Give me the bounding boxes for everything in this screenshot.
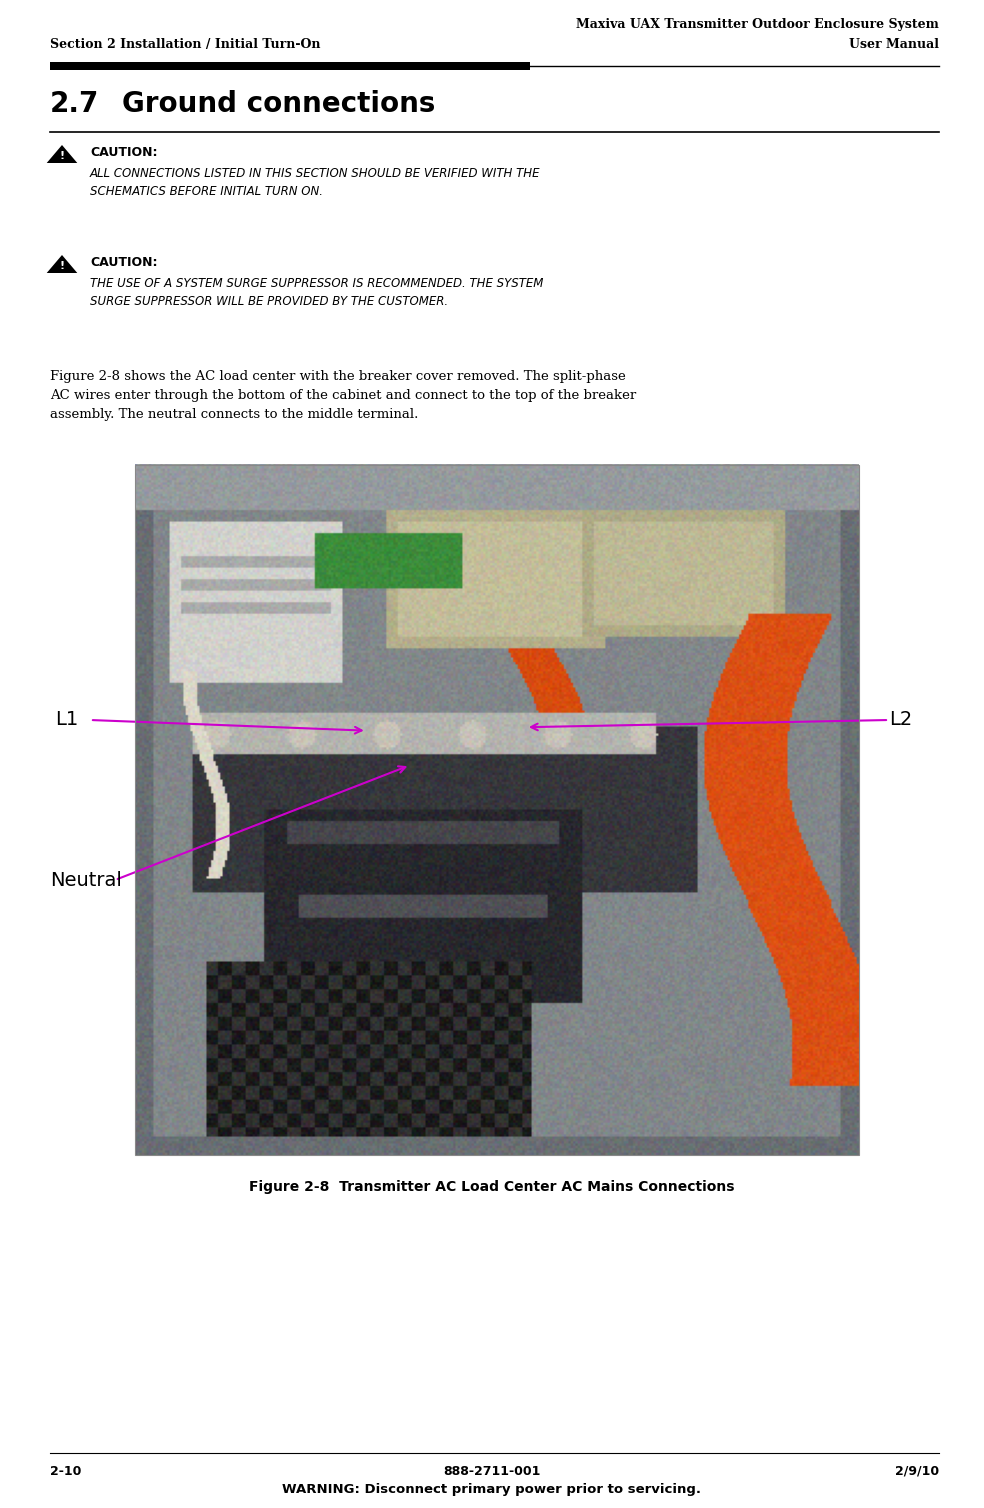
Text: THE USE OF A SYSTEM SURGE SUPPRESSOR IS RECOMMENDED. THE SYSTEM
SURGE SUPPRESSOR: THE USE OF A SYSTEM SURGE SUPPRESSOR IS … <box>90 277 543 308</box>
Bar <box>50 62 530 69</box>
Text: Neutral: Neutral <box>50 870 122 890</box>
Polygon shape <box>46 255 78 273</box>
Bar <box>135 464 859 1155</box>
Text: WARNING: Disconnect primary power prior to servicing.: WARNING: Disconnect primary power prior … <box>282 1482 702 1496</box>
Text: 2/9/10: 2/9/10 <box>894 1464 939 1478</box>
Text: User Manual: User Manual <box>849 38 939 51</box>
Polygon shape <box>46 145 78 163</box>
Text: 2.7: 2.7 <box>50 90 99 118</box>
Text: 888-2711-001: 888-2711-001 <box>444 1464 540 1478</box>
Text: Figure 2-8 shows the AC load center with the breaker cover removed. The split-ph: Figure 2-8 shows the AC load center with… <box>50 369 637 421</box>
Text: ALL CONNECTIONS LISTED IN THIS SECTION SHOULD BE VERIFIED WITH THE
SCHEMATICS BE: ALL CONNECTIONS LISTED IN THIS SECTION S… <box>90 167 540 198</box>
Text: Figure 2-8  Transmitter AC Load Center AC Mains Connections: Figure 2-8 Transmitter AC Load Center AC… <box>249 1179 735 1194</box>
Text: L2: L2 <box>889 710 912 730</box>
Text: L1: L1 <box>55 710 79 730</box>
Text: Section 2 Installation / Initial Turn-On: Section 2 Installation / Initial Turn-On <box>50 38 321 51</box>
Text: 2-10: 2-10 <box>50 1464 82 1478</box>
Text: CAUTION:: CAUTION: <box>90 256 157 268</box>
Text: Ground connections: Ground connections <box>122 90 435 118</box>
Text: !: ! <box>59 151 65 161</box>
Text: CAUTION:: CAUTION: <box>90 146 157 158</box>
Text: !: ! <box>59 261 65 271</box>
Text: Maxiva UAX Transmitter Outdoor Enclosure System: Maxiva UAX Transmitter Outdoor Enclosure… <box>576 18 939 32</box>
